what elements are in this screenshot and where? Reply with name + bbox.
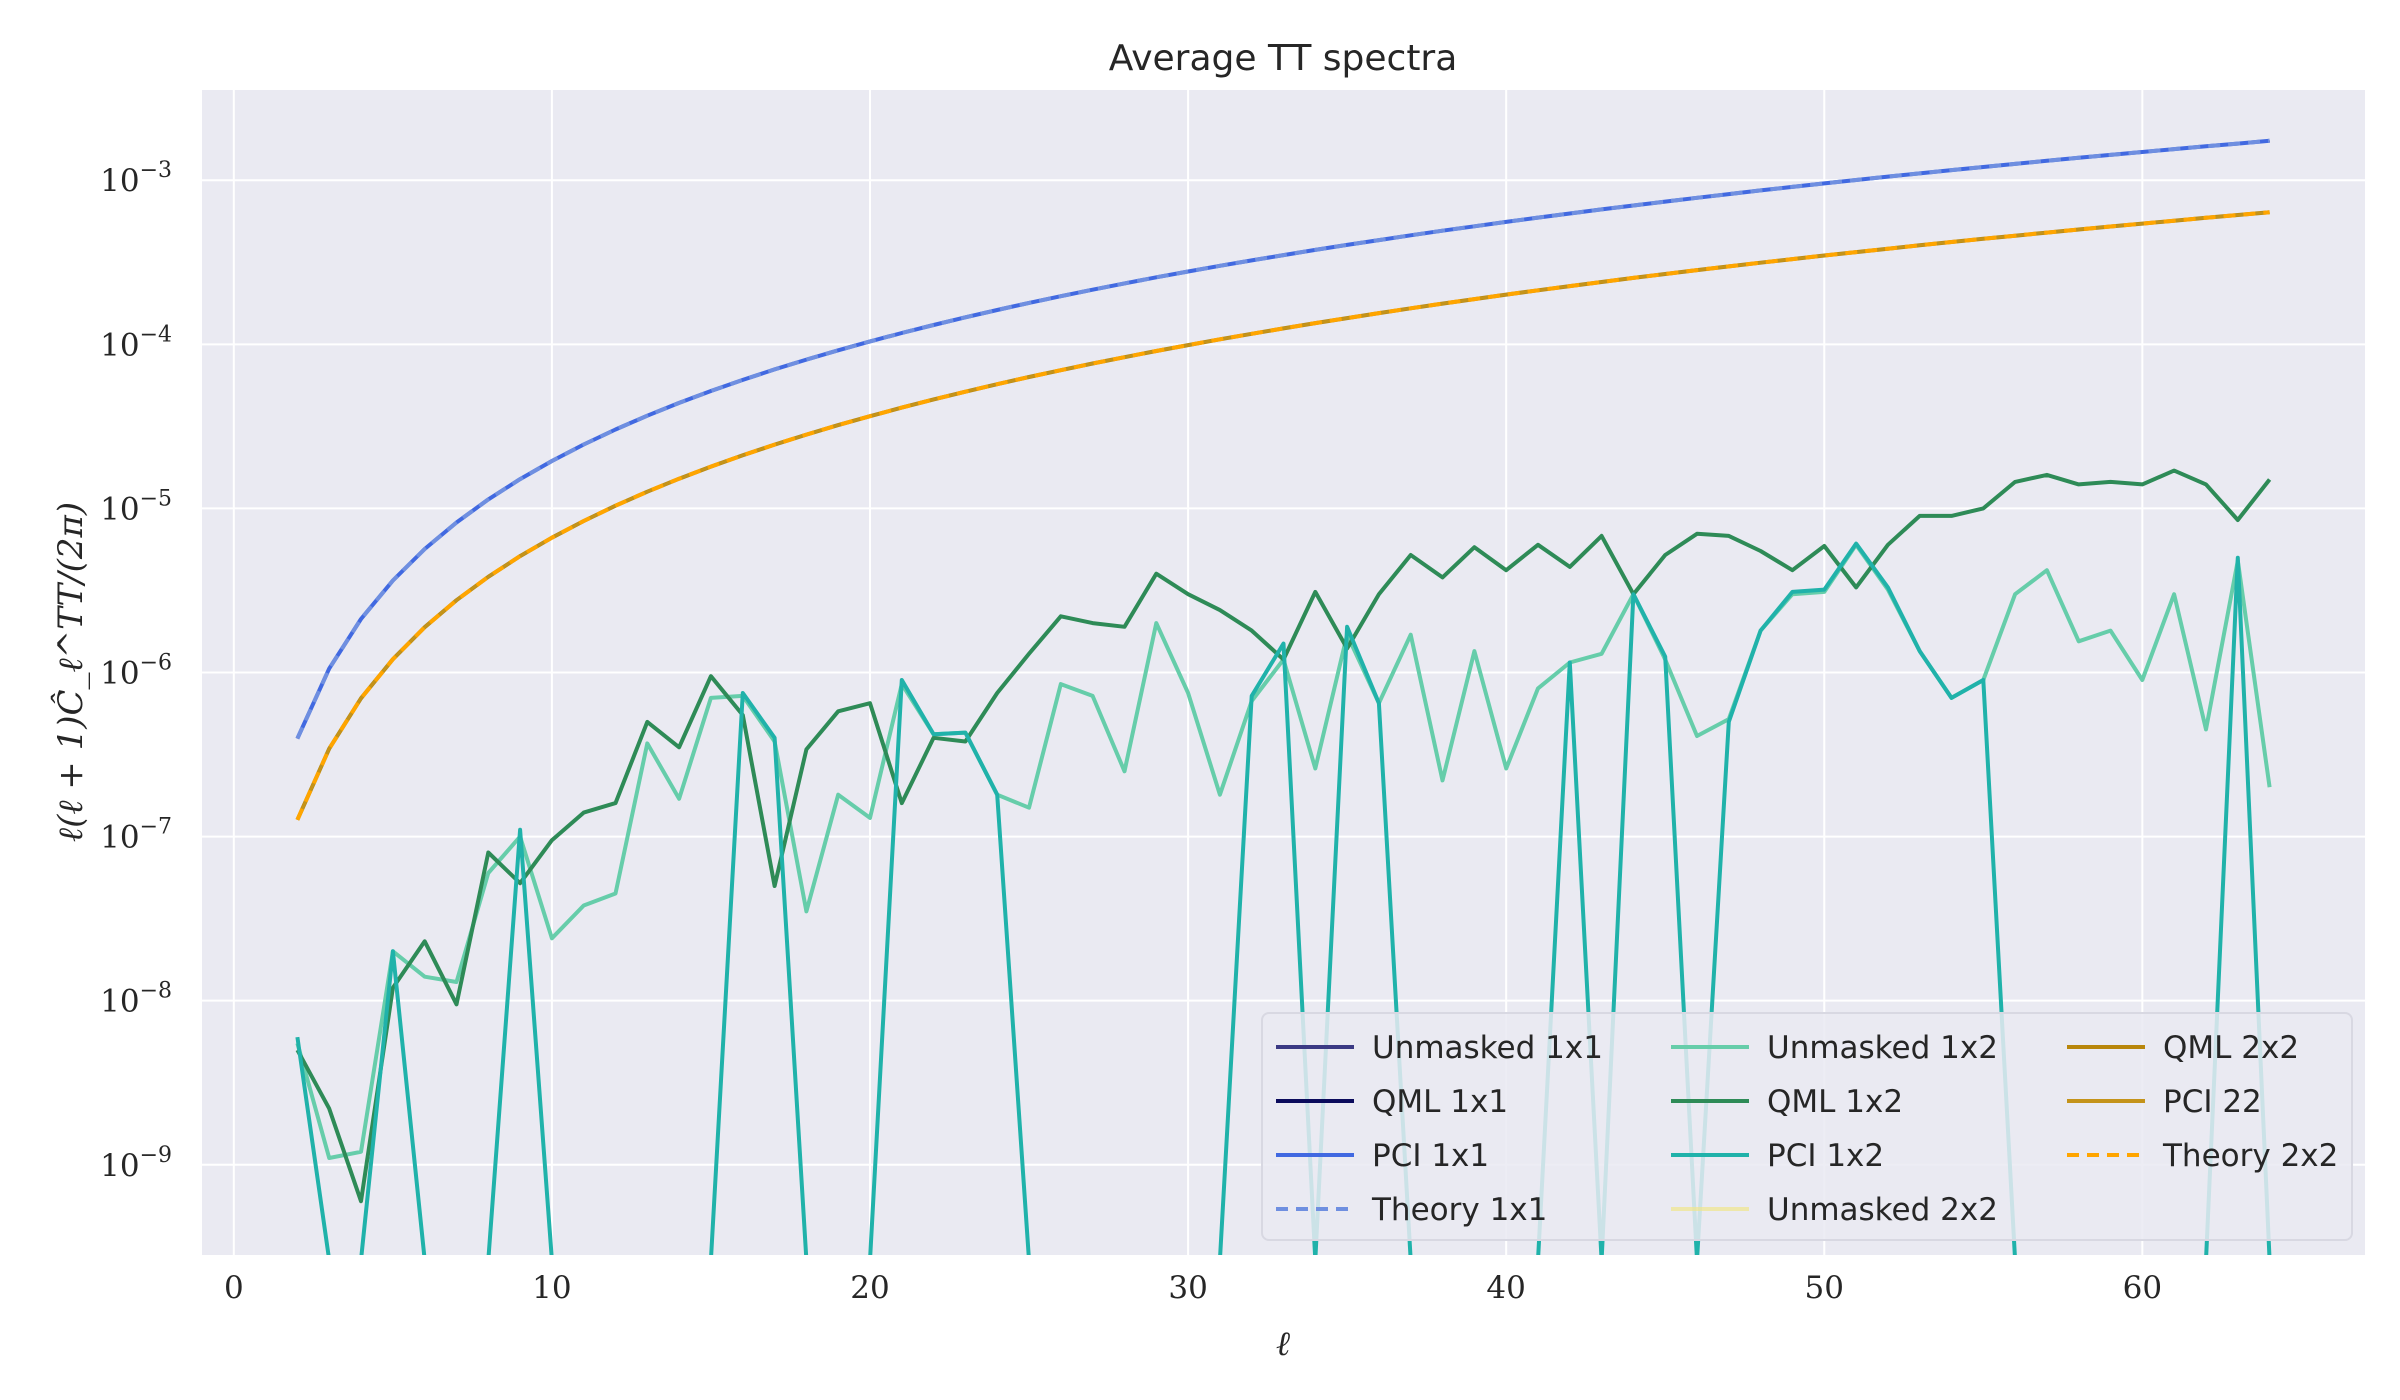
legend-label: QML 2x2 (2163, 1030, 2299, 1066)
legend-label: PCI 1x2 (1767, 1138, 1884, 1174)
y-tick-label: 10−5 (100, 486, 172, 527)
y-tick-label: 10−7 (100, 815, 172, 856)
legend-item-qml-1x1: QML 1x1 (1276, 1084, 1508, 1120)
series-group (0, 138, 2400, 1400)
y-tick-label: 10−4 (100, 322, 172, 363)
legend-label: Theory 1x1 (1371, 1192, 1547, 1228)
legend-item-unmasked-1x1: Unmasked 1x1 (1276, 1030, 1603, 1066)
legend-item-qml-1x2: QML 1x2 (1671, 1084, 1903, 1120)
chart-title: Average TT spectra (1109, 38, 1458, 79)
bottom-margin (0, 1255, 2400, 1400)
x-tick-label: 40 (1486, 1270, 1525, 1306)
x-tick-label: 30 (1168, 1270, 1207, 1306)
y-tick-label: 10−6 (100, 651, 172, 692)
legend-item-pci-1x1: PCI 1x1 (1276, 1138, 1489, 1174)
y-axis-label: ℓ(ℓ + 1)Ĉ_ℓ^TT/(2π) (50, 502, 91, 842)
legend: Unmasked 1x1 QML 1x1 PCI 1x1 Theory 1x1 Unma… (1261, 1012, 2353, 1241)
legend-label: Unmasked 1x2 (1767, 1030, 1998, 1066)
tick-labels: 0 10 20 30 40 50 60 10−9 10−8 10−7 10−6 10−5 10−4 10−… (100, 158, 2162, 1306)
legend-label: Unmasked 1x1 (1372, 1030, 1603, 1066)
x-tick-label: 50 (1805, 1270, 1844, 1306)
legend-item-qml-2x2: QML 2x2 (2067, 1030, 2299, 1066)
series-line-theory-2x2 (295, 210, 2270, 821)
legend-item-pci-22: PCI 22 (2067, 1084, 2262, 1120)
legend-item-theory-1x1: Theory 1x1 (1276, 1192, 1547, 1228)
x-axis-label: ℓ (1276, 1324, 1290, 1364)
legend-box (1261, 1012, 2353, 1241)
legend-label: PCI 22 (2163, 1084, 2262, 1120)
x-tick-label: 20 (850, 1270, 889, 1306)
legend-label: Theory 2x2 (2162, 1138, 2338, 1174)
x-tick-label: 10 (532, 1270, 571, 1306)
legend-label: PCI 1x1 (1372, 1138, 1489, 1174)
y-tick-label: 10−3 (100, 158, 172, 199)
legend-item-pci-1x2: PCI 1x2 (1671, 1138, 1884, 1174)
legend-label: Unmasked 2x2 (1767, 1192, 1998, 1228)
legend-item-unmasked-2x2: Unmasked 2x2 (1671, 1192, 1998, 1228)
y-tick-label: 10−8 (100, 979, 172, 1020)
series-line-theory-1x1 (295, 138, 2270, 740)
x-tick-label: 60 (2123, 1270, 2162, 1306)
y-tick-label: 10−9 (100, 1143, 172, 1184)
legend-label: QML 1x1 (1372, 1084, 1508, 1120)
legend-label: QML 1x2 (1767, 1084, 1903, 1120)
legend-item-theory-2x2: Theory 2x2 (2067, 1138, 2338, 1174)
legend-item-unmasked-1x2: Unmasked 1x2 (1671, 1030, 1998, 1066)
x-tick-label: 0 (224, 1270, 244, 1306)
